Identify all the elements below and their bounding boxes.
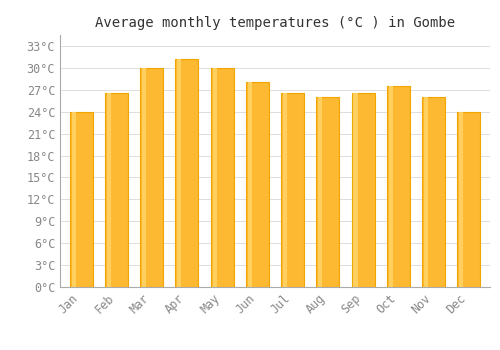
Bar	[388, 86, 393, 287]
Bar	[105, 93, 128, 287]
Bar	[316, 97, 340, 287]
Bar	[142, 68, 146, 287]
Bar	[283, 93, 287, 287]
Bar	[354, 93, 358, 287]
Bar	[424, 97, 428, 287]
Bar	[140, 68, 163, 287]
Bar	[352, 93, 374, 287]
Bar	[248, 83, 252, 287]
Bar	[212, 68, 216, 287]
Bar	[422, 97, 445, 287]
Bar	[458, 112, 480, 287]
Bar	[178, 59, 182, 287]
Bar	[281, 93, 304, 287]
Bar	[72, 112, 76, 287]
Bar	[459, 112, 464, 287]
Title: Average monthly temperatures (°C ) in Gombe: Average monthly temperatures (°C ) in Go…	[95, 16, 455, 30]
Bar	[70, 112, 92, 287]
Bar	[318, 97, 322, 287]
Bar	[210, 68, 234, 287]
Bar	[387, 86, 410, 287]
Bar	[246, 83, 269, 287]
Bar	[107, 93, 111, 287]
Bar	[176, 59, 199, 287]
